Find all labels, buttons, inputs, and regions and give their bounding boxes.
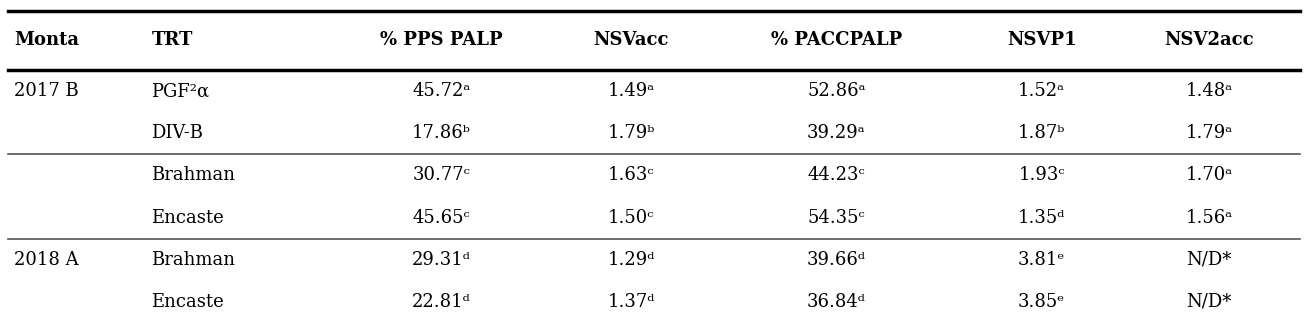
Text: 2018 A: 2018 A: [14, 251, 78, 269]
Text: 1.79ᵃ: 1.79ᵃ: [1185, 124, 1232, 142]
Text: 45.65ᶜ: 45.65ᶜ: [412, 209, 470, 226]
Text: 29.31ᵈ: 29.31ᵈ: [412, 251, 471, 269]
Text: 3.81ᵉ: 3.81ᵉ: [1018, 251, 1065, 269]
Text: 1.49ᵃ: 1.49ᵃ: [608, 82, 655, 100]
Text: 17.86ᵇ: 17.86ᵇ: [412, 124, 471, 142]
Text: 54.35ᶜ: 54.35ᶜ: [807, 209, 865, 226]
Text: Monta: Monta: [14, 32, 80, 49]
Text: NSVacc: NSVacc: [594, 32, 668, 49]
Text: Encaste: Encaste: [152, 209, 224, 226]
Text: 1.35ᵈ: 1.35ᵈ: [1018, 209, 1065, 226]
Text: % PACCPALP: % PACCPALP: [770, 32, 903, 49]
Text: Brahman: Brahman: [152, 251, 235, 269]
Text: 1.48ᵃ: 1.48ᵃ: [1185, 82, 1232, 100]
Text: 1.70ᵃ: 1.70ᵃ: [1185, 166, 1232, 185]
Text: 44.23ᶜ: 44.23ᶜ: [807, 166, 865, 185]
Text: NSVP1: NSVP1: [1007, 32, 1076, 49]
Text: N/D*: N/D*: [1186, 251, 1232, 269]
Text: % PPS PALP: % PPS PALP: [379, 32, 502, 49]
Text: 1.79ᵇ: 1.79ᵇ: [607, 124, 655, 142]
Text: 1.52ᵃ: 1.52ᵃ: [1018, 82, 1065, 100]
Text: 3.85ᵉ: 3.85ᵉ: [1018, 293, 1065, 311]
Text: Brahman: Brahman: [152, 166, 235, 185]
Text: 2017 B: 2017 B: [14, 82, 80, 100]
Text: 1.93ᶜ: 1.93ᶜ: [1019, 166, 1065, 185]
Text: 36.84ᵈ: 36.84ᵈ: [807, 293, 866, 311]
Text: Encaste: Encaste: [152, 293, 224, 311]
Text: 1.37ᵈ: 1.37ᵈ: [607, 293, 655, 311]
Text: 39.66ᵈ: 39.66ᵈ: [807, 251, 866, 269]
Text: PGF²α: PGF²α: [152, 82, 209, 100]
Text: TRT: TRT: [152, 32, 192, 49]
Text: NSV2acc: NSV2acc: [1164, 32, 1253, 49]
Text: 30.77ᶜ: 30.77ᶜ: [412, 166, 470, 185]
Text: 1.56ᵃ: 1.56ᵃ: [1185, 209, 1232, 226]
Text: 1.29ᵈ: 1.29ᵈ: [607, 251, 655, 269]
Text: N/D*: N/D*: [1186, 293, 1232, 311]
Text: DIV-B: DIV-B: [152, 124, 203, 142]
Text: 1.50ᶜ: 1.50ᶜ: [608, 209, 654, 226]
Text: 45.72ᵃ: 45.72ᵃ: [412, 82, 471, 100]
Text: 22.81ᵈ: 22.81ᵈ: [412, 293, 471, 311]
Text: 52.86ᵃ: 52.86ᵃ: [807, 82, 866, 100]
Text: 39.29ᵃ: 39.29ᵃ: [807, 124, 866, 142]
Text: 1.63ᶜ: 1.63ᶜ: [608, 166, 654, 185]
Text: 1.87ᵇ: 1.87ᵇ: [1018, 124, 1065, 142]
